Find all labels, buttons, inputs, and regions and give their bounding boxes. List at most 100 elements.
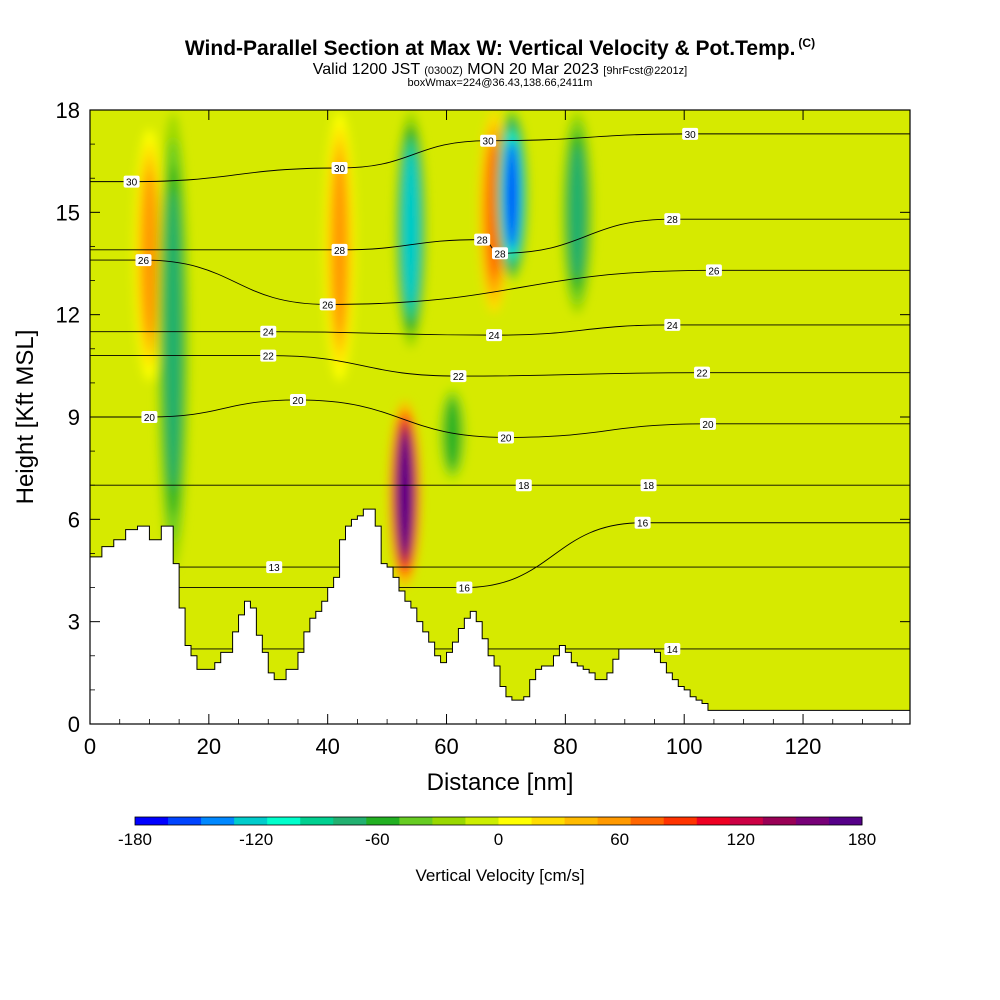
velocity-cell	[403, 151, 419, 307]
contour-label-text: 30	[126, 178, 138, 189]
plot-area: 13 14 16 16 18 18 20 20 20 20 22 22 22 24 24 24 26 26 26 28…	[90, 110, 910, 724]
contour-label-text: 16	[637, 519, 649, 530]
contour-label-text: 22	[263, 352, 275, 363]
contour-label: 14	[664, 642, 681, 656]
theta-contour-line	[90, 399, 910, 438]
contour-label: 28	[474, 233, 491, 247]
contour-label-text: 20	[292, 396, 304, 407]
contour-label: 24	[486, 329, 503, 342]
contour-label: 30	[123, 175, 140, 189]
velocity-cell	[397, 432, 413, 555]
theta-contour-line	[90, 522, 910, 589]
y-tick-label: 15	[56, 200, 80, 225]
contour-label-text: 28	[334, 246, 346, 257]
contour-label: 20	[289, 393, 306, 407]
colorbar-swatch	[201, 817, 235, 825]
contour-label: 30	[331, 161, 348, 175]
contour-label-text: 22	[453, 372, 465, 383]
contour-label-text: 13	[269, 563, 281, 574]
theta-contour-line	[90, 133, 910, 183]
contour-label-text: 28	[477, 236, 489, 247]
valid-time-line: Valid 1200 JST (0300Z) MON 20 Mar 2023 […	[0, 61, 1000, 79]
velocity-field	[133, 111, 593, 587]
x-tick-label: 100	[666, 734, 703, 759]
x-tick-label: 80	[553, 734, 577, 759]
contour-label-text: 24	[263, 328, 275, 339]
contour-label-text: 26	[138, 256, 150, 267]
y-axis-label: Height [Kft MSL]	[12, 330, 39, 505]
velocity-cell	[445, 400, 460, 468]
colorbar-swatch	[432, 817, 466, 825]
colorbar-swatch	[234, 817, 268, 825]
contour-label-text: 24	[488, 331, 500, 342]
contour-label-text: 26	[322, 300, 334, 311]
colorbar-swatch	[696, 817, 731, 825]
contour-label: 13	[266, 561, 283, 574]
colorbar-swatch	[498, 817, 533, 825]
colorbar: -180 -120 -60 0 60 120 180	[118, 816, 876, 849]
contour-label-text: 28	[667, 215, 679, 226]
colorbar-frame	[134, 816, 863, 826]
contour-label: 18	[640, 479, 657, 492]
y-tick-label: 6	[68, 507, 80, 532]
chart-title: Wind-Parallel Section at Max W: Vertical…	[0, 36, 1000, 61]
contour-label-text: 16	[459, 584, 471, 595]
colorbar-tick-label: 60	[610, 830, 629, 849]
contour-label: 18	[515, 479, 532, 492]
x-axis: 0 20 40 60 80 100 120	[84, 110, 893, 759]
colorbar-tick-label: -120	[239, 830, 273, 849]
valid-time-utc: (0300Z)	[424, 65, 463, 77]
contour-label: 24	[260, 325, 277, 339]
colorbar-swatch	[531, 817, 566, 825]
terrain-mask	[90, 508, 910, 724]
contour-label: 28	[664, 213, 681, 226]
contour-label-text: 30	[685, 130, 697, 141]
contour-label: 30	[480, 134, 497, 148]
contour-label: 22	[260, 349, 277, 363]
contour-label-text: 30	[483, 137, 495, 148]
velocity-cell	[165, 190, 181, 490]
velocity-cell	[504, 139, 520, 251]
contour-label-text: 28	[494, 249, 506, 260]
colorbar-swatch	[135, 817, 169, 825]
x-tick-label: 120	[785, 734, 822, 759]
contour-label: 20	[497, 431, 514, 444]
contour-label: 28	[492, 247, 508, 260]
colorbar-label: Vertical Velocity [cm/s]	[415, 866, 584, 885]
contour-label-text: 24	[667, 321, 679, 332]
contour-label: 16	[456, 581, 473, 595]
contour-label: 26	[319, 298, 336, 311]
y-tick-label: 3	[68, 610, 80, 635]
colorbar-swatch	[630, 817, 665, 825]
contour-label-text: 14	[667, 645, 679, 656]
colorbar-swatch	[564, 817, 599, 825]
x-tick-label: 20	[197, 734, 221, 759]
colorbar-tick-label: 0	[494, 830, 503, 849]
colorbar-tick-label: -180	[118, 830, 152, 849]
colorbar-tick-label: -60	[365, 830, 390, 849]
colorbar-tick-label: 120	[727, 830, 755, 849]
contour-label-text: 20	[144, 413, 156, 424]
contour-label: 20	[699, 417, 716, 431]
contour-label: 22	[694, 366, 711, 380]
colorbar-swatch	[663, 817, 698, 825]
valid-time: Valid 1200 JST	[312, 61, 420, 78]
colorbar-swatch	[300, 817, 334, 825]
contour-label-text: 30	[334, 164, 346, 175]
colorbar-tick-label: 180	[848, 830, 876, 849]
box-info: boxWmax=224@36.43,138.66,2411m	[407, 77, 593, 89]
colorbar-swatch	[333, 817, 367, 825]
colorbar-swatch	[366, 817, 400, 825]
x-tick-label: 60	[434, 734, 458, 759]
colorbar-swatch	[795, 817, 830, 825]
x-axis-label: Distance [nm]	[427, 769, 574, 796]
velocity-cell	[570, 145, 585, 279]
contour-label: 26	[135, 254, 152, 267]
copyright-mark: (C)	[798, 36, 816, 50]
x-tick-label: 0	[84, 734, 96, 759]
contour-label: 22	[450, 370, 467, 383]
contour-label-text: 20	[500, 433, 512, 444]
y-tick-label: 18	[56, 98, 80, 123]
forecast-info: [9hrFcst@2201z]	[603, 65, 688, 77]
chart-title-text: Wind-Parallel Section at Max W: Vertical…	[184, 37, 796, 60]
